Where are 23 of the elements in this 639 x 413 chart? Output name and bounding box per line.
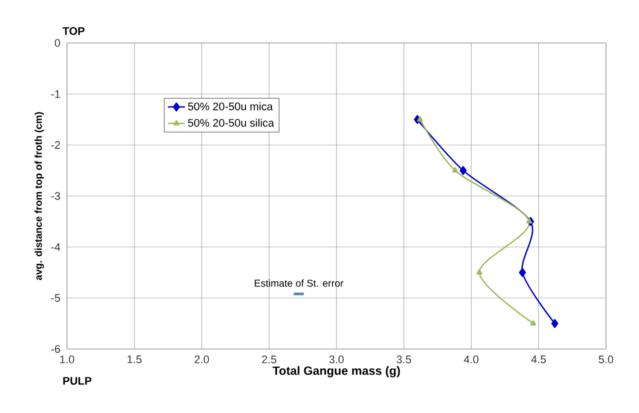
y-tick-label: -6	[51, 345, 60, 353]
x-tick-label: 5.0	[598, 356, 614, 364]
x-tick-label: 2.0	[194, 356, 209, 364]
legend-label: 50% 20-50u silica	[188, 118, 274, 127]
y-tick-label: -4	[51, 243, 60, 251]
x-tick-label: 1.0	[60, 356, 74, 364]
x-tick-label: 2.5	[262, 356, 276, 364]
y-tick-label: -1	[51, 90, 60, 98]
text: PULP	[63, 377, 92, 385]
y-tick-label: -3	[51, 192, 60, 200]
x-axis-title: Total Gangue mass (g)	[272, 366, 400, 378]
x-tick-label: 3.5	[396, 356, 412, 364]
x-tick-label: 3.0	[329, 356, 344, 364]
y-tick-label: -2	[51, 141, 60, 149]
x-tick-label: 1.5	[128, 356, 142, 364]
y-tick-label: -5	[51, 294, 60, 302]
x-tick-label: 4.0	[464, 356, 478, 364]
legend-label: 50% 20-50u mica	[188, 102, 273, 110]
annotation: Estimate of St. error	[254, 279, 344, 287]
y-tick-label: 0	[54, 39, 60, 47]
y-axis-title: avg. distance from top of froth (cm)	[34, 112, 44, 280]
text: TOP	[62, 27, 85, 35]
x-tick-label: 4.5	[531, 356, 546, 364]
